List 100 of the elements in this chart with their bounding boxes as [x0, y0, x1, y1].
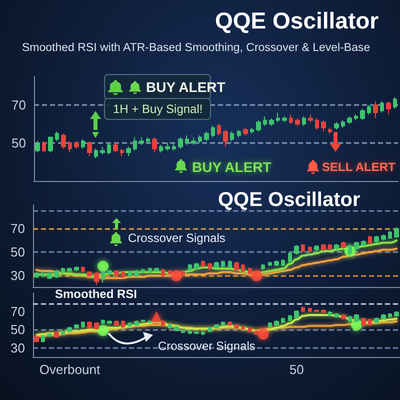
candlestick [48, 136, 53, 153]
candlestick [148, 266, 152, 274]
candlestick [67, 326, 72, 333]
candlestick [241, 325, 245, 330]
candlestick [321, 243, 326, 252]
candlestick [55, 131, 59, 142]
candlestick [281, 258, 285, 267]
candlestick [134, 320, 139, 326]
candlestick [87, 140, 92, 157]
candlestick [241, 263, 245, 273]
candlestick [281, 317, 285, 324]
candlestick [47, 332, 52, 338]
candlestick [328, 127, 332, 134]
candlestick [373, 100, 378, 119]
candlestick [61, 330, 65, 336]
candlestick [154, 266, 159, 273]
x-tick-label: Overbount [39, 362, 100, 377]
candlestick [381, 234, 386, 241]
candlestick [68, 140, 72, 153]
candlestick [61, 133, 66, 150]
candlestick [274, 260, 279, 267]
candlestick [394, 310, 399, 318]
point [98, 260, 109, 272]
y-tick-label: 50 [10, 322, 25, 338]
candlestick [289, 114, 293, 124]
candlestick [348, 243, 352, 256]
candlestick [121, 320, 125, 328]
candlestick [380, 100, 384, 114]
candlestick [74, 324, 79, 330]
candlestick [61, 266, 65, 274]
y-tick-label: 70 [12, 98, 26, 112]
candlestick [388, 312, 392, 318]
candlestick [67, 266, 72, 273]
candlestick [159, 144, 163, 153]
candlestick [201, 260, 205, 268]
y-tick-label: 30 [10, 268, 25, 284]
y-tick-label: 70 [10, 304, 25, 319]
candlestick [301, 243, 305, 253]
chart-title: QQE Oscillator [215, 8, 379, 34]
candlestick [214, 261, 219, 270]
candlestick [261, 263, 265, 270]
annotation: 1H + Buy Signal! [113, 102, 203, 116]
candlestick [386, 100, 391, 115]
candlestick [168, 269, 172, 276]
candlestick [165, 142, 170, 152]
candlestick [121, 270, 125, 279]
point [98, 324, 109, 336]
candlestick [168, 324, 172, 330]
candlestick [308, 307, 312, 313]
candlestick [34, 334, 39, 343]
candlestick [341, 120, 345, 128]
annotation: BUY ALERT [146, 79, 226, 95]
candlestick [201, 330, 205, 336]
candlestick [308, 114, 313, 123]
ref-line-label: Smoothed RSI [55, 286, 138, 301]
candlestick [161, 268, 165, 278]
candlestick [354, 241, 359, 250]
point [170, 270, 182, 282]
candlestick [367, 104, 371, 115]
candlestick [228, 320, 232, 326]
candlestick [101, 270, 105, 284]
candlestick [128, 322, 132, 328]
candlestick [204, 131, 209, 142]
point [258, 328, 269, 340]
candlestick [194, 262, 199, 270]
candlestick [368, 235, 372, 244]
chart-subtitle: Smoothed RSI with ATR-Based Smoothing, Crossover & Level-Base [22, 42, 370, 54]
candlestick [191, 136, 196, 146]
candlestick [126, 146, 131, 157]
candlestick [211, 125, 215, 138]
candlestick [381, 314, 386, 320]
candlestick [250, 127, 254, 134]
candlestick [188, 263, 192, 272]
candlestick [100, 146, 105, 155]
point [251, 270, 262, 282]
candlestick [114, 269, 119, 278]
candlestick [341, 241, 346, 250]
candlestick [321, 308, 326, 314]
y-tick-label: 50 [10, 244, 25, 260]
candlestick [234, 324, 239, 330]
candlestick [178, 136, 183, 150]
candlestick [268, 322, 272, 328]
candlestick [321, 120, 326, 132]
candlestick [87, 270, 92, 278]
candlestick [394, 226, 399, 238]
point [150, 311, 162, 322]
candlestick [81, 320, 85, 328]
candlestick [328, 243, 332, 250]
candlestick [347, 116, 352, 124]
candlestick [361, 240, 366, 247]
candlestick [181, 270, 185, 276]
candlestick [107, 320, 112, 325]
annotation: SELL ALERT [322, 160, 396, 174]
candlestick [161, 320, 165, 326]
candlestick [237, 129, 241, 138]
candlestick [114, 320, 119, 326]
candlestick [276, 112, 280, 123]
candlestick [301, 306, 305, 313]
candlestick [87, 320, 92, 330]
candlestick [294, 244, 299, 255]
